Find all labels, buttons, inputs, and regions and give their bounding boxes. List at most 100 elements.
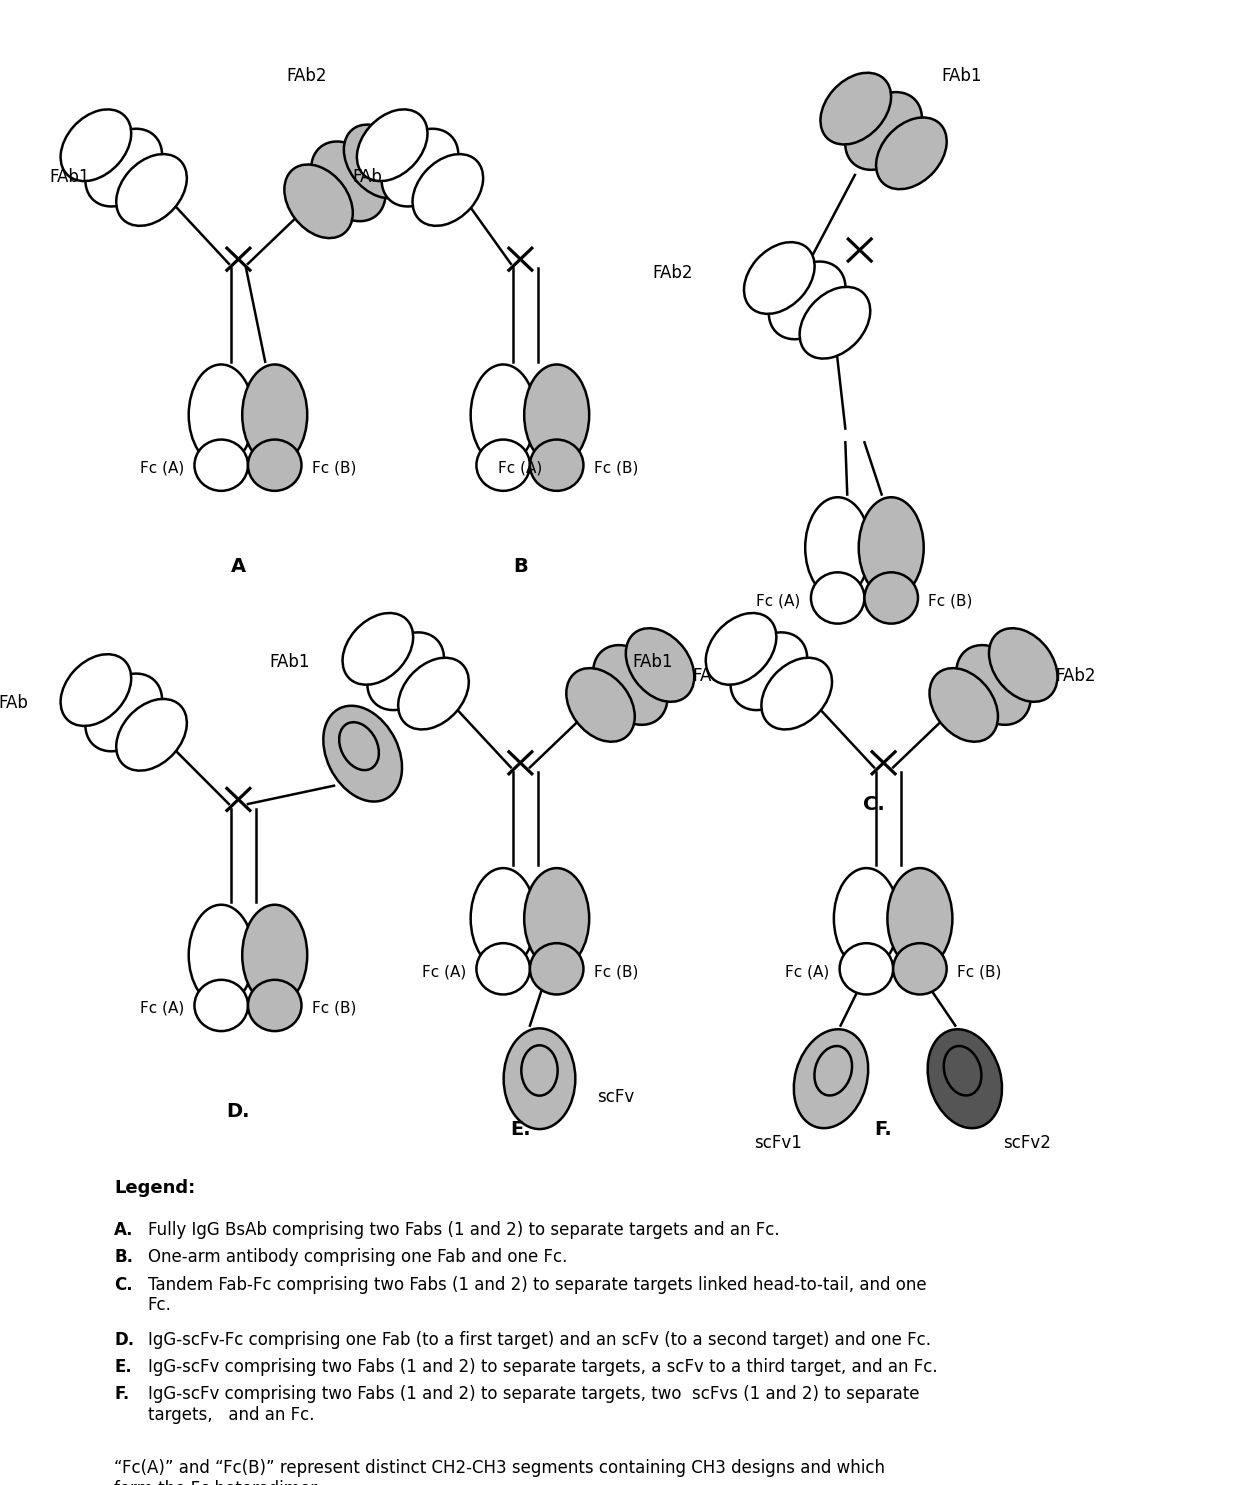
Ellipse shape (342, 613, 413, 685)
Text: F.: F. (114, 1386, 129, 1403)
Text: E.: E. (510, 1120, 531, 1139)
Ellipse shape (859, 497, 924, 598)
Text: “Fc(A)” and “Fc(B)” represent distinct CH2-CH3 segments containing CH3 designs a: “Fc(A)” and “Fc(B)” represent distinct C… (114, 1458, 885, 1485)
Ellipse shape (367, 633, 444, 710)
Ellipse shape (195, 440, 248, 492)
Text: B.: B. (114, 1247, 133, 1267)
Text: Fc (A): Fc (A) (140, 1001, 184, 1016)
Text: C.: C. (114, 1276, 133, 1293)
Ellipse shape (117, 699, 187, 771)
Ellipse shape (476, 943, 529, 995)
Ellipse shape (864, 572, 918, 624)
Ellipse shape (593, 644, 667, 725)
Ellipse shape (195, 980, 248, 1031)
Text: B: B (513, 557, 528, 576)
Ellipse shape (242, 364, 308, 465)
Text: Fc (A): Fc (A) (422, 964, 466, 979)
Ellipse shape (284, 165, 353, 238)
Text: D.: D. (114, 1331, 134, 1348)
Text: FAb: FAb (352, 168, 382, 186)
Ellipse shape (846, 92, 921, 169)
Text: IgG-scFv comprising two Fabs (1 and 2) to separate targets, two  scFvs (1 and 2): IgG-scFv comprising two Fabs (1 and 2) t… (148, 1386, 919, 1424)
Ellipse shape (61, 110, 131, 181)
Text: Fc (B): Fc (B) (311, 460, 356, 475)
Ellipse shape (188, 904, 254, 1005)
Text: IgG-scFv-Fc comprising one Fab (to a first target) and an scFv (to a second targ: IgG-scFv-Fc comprising one Fab (to a fir… (148, 1331, 930, 1348)
Ellipse shape (567, 668, 635, 741)
Text: Fc (A): Fc (A) (498, 460, 542, 475)
Ellipse shape (248, 980, 301, 1031)
Ellipse shape (794, 1029, 868, 1129)
Text: Fc (B): Fc (B) (957, 964, 1002, 979)
Ellipse shape (706, 613, 776, 685)
Ellipse shape (769, 261, 846, 339)
Text: FAb2: FAb2 (652, 264, 692, 282)
Text: FAb2: FAb2 (692, 667, 733, 685)
Ellipse shape (382, 129, 459, 206)
Text: C.: C. (863, 794, 885, 814)
Ellipse shape (117, 154, 187, 226)
Ellipse shape (839, 943, 893, 995)
Ellipse shape (928, 1029, 1002, 1129)
Text: scFv1: scFv1 (754, 1133, 802, 1152)
Text: Fc (B): Fc (B) (929, 594, 972, 609)
Ellipse shape (626, 628, 694, 702)
Ellipse shape (525, 869, 589, 968)
Text: FAb: FAb (0, 695, 29, 713)
Text: Fc (B): Fc (B) (311, 1001, 356, 1016)
Ellipse shape (86, 129, 162, 206)
Ellipse shape (357, 110, 428, 181)
Text: Fc (A): Fc (A) (756, 594, 801, 609)
Text: A.: A. (114, 1221, 134, 1238)
Text: Legend:: Legend: (114, 1179, 196, 1197)
Ellipse shape (930, 668, 998, 741)
Ellipse shape (529, 943, 584, 995)
Text: Fully IgG BsAb comprising two Fabs (1 and 2) to separate targets and an Fc.: Fully IgG BsAb comprising two Fabs (1 an… (148, 1221, 779, 1238)
Text: E.: E. (114, 1357, 131, 1377)
Ellipse shape (398, 658, 469, 729)
Text: FAb1: FAb1 (269, 653, 310, 671)
Ellipse shape (805, 497, 870, 598)
Text: scFv2: scFv2 (1003, 1133, 1050, 1152)
Ellipse shape (800, 287, 870, 358)
Ellipse shape (893, 943, 946, 995)
Ellipse shape (529, 440, 584, 492)
Text: FAb2: FAb2 (286, 67, 326, 85)
Ellipse shape (956, 644, 1030, 725)
Text: FAb1: FAb1 (941, 67, 981, 85)
Text: IgG-scFv comprising two Fabs (1 and 2) to separate targets, a scFv to a third ta: IgG-scFv comprising two Fabs (1 and 2) t… (148, 1357, 937, 1377)
Text: Tandem Fab-Fc comprising two Fabs (1 and 2) to separate targets linked head-to-t: Tandem Fab-Fc comprising two Fabs (1 and… (148, 1276, 926, 1314)
Text: F.: F. (874, 1120, 893, 1139)
Text: A: A (231, 557, 246, 576)
Ellipse shape (471, 869, 536, 968)
Text: scFv: scFv (596, 1089, 634, 1106)
Text: D.: D. (227, 1102, 250, 1121)
Text: Fc (A): Fc (A) (785, 964, 830, 979)
Ellipse shape (821, 73, 892, 144)
Ellipse shape (61, 655, 131, 726)
Text: scFv: scFv (372, 680, 409, 698)
Ellipse shape (471, 364, 536, 465)
Text: One-arm antibody comprising one Fab and one Fc.: One-arm antibody comprising one Fab and … (148, 1247, 567, 1267)
Text: FAb1: FAb1 (50, 168, 91, 186)
Ellipse shape (888, 869, 952, 968)
Ellipse shape (730, 633, 807, 710)
Ellipse shape (877, 117, 946, 189)
Ellipse shape (311, 141, 386, 221)
Text: Fc (B): Fc (B) (594, 964, 639, 979)
Text: Fc (A): Fc (A) (140, 460, 184, 475)
Ellipse shape (188, 364, 254, 465)
Ellipse shape (761, 658, 832, 729)
Text: Fc (B): Fc (B) (594, 460, 639, 475)
Ellipse shape (811, 572, 864, 624)
Text: FAb1: FAb1 (632, 653, 673, 671)
Ellipse shape (990, 628, 1058, 702)
Ellipse shape (476, 440, 529, 492)
Ellipse shape (525, 364, 589, 465)
Text: FAb2: FAb2 (1055, 667, 1096, 685)
Ellipse shape (242, 904, 308, 1005)
Ellipse shape (324, 705, 402, 802)
Ellipse shape (343, 125, 412, 198)
Ellipse shape (86, 674, 162, 751)
Ellipse shape (248, 440, 301, 492)
